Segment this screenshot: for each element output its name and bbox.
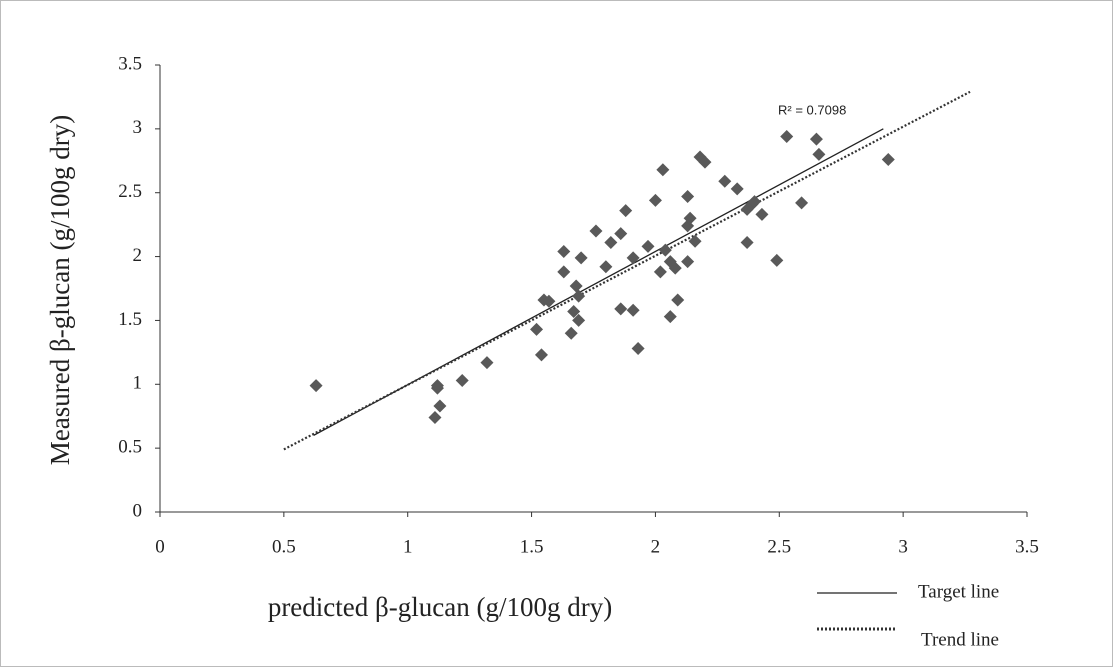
r-squared: R² = 0.7098 [778, 102, 846, 117]
fit-line [283, 90, 971, 451]
y-tick-label: 3 [133, 117, 143, 138]
x-tick-label: 1 [403, 536, 413, 557]
point [599, 260, 613, 274]
point [681, 190, 695, 204]
point [653, 265, 667, 279]
point [534, 348, 548, 362]
point [557, 265, 571, 279]
point [455, 373, 469, 387]
y-tick-label: 2 [133, 245, 143, 266]
x-tick-label: 0 [155, 536, 165, 557]
point [572, 313, 586, 327]
point [812, 147, 826, 161]
point [648, 193, 662, 207]
point [698, 155, 712, 169]
point [809, 132, 823, 146]
y-tick-label: 1.5 [118, 309, 142, 330]
point [433, 399, 447, 413]
y-tick-label: 3.5 [118, 53, 142, 74]
point [748, 195, 762, 209]
y-tick-label: 0.5 [118, 437, 142, 458]
legend-label: Trend line [921, 629, 999, 650]
point [780, 130, 794, 144]
point [480, 356, 494, 370]
point [604, 236, 618, 250]
x-axis-title: predicted β-glucan (g/100g dry) [268, 592, 612, 622]
y-tick-label: 0 [133, 500, 143, 521]
point [671, 293, 685, 307]
x-tick-label: 0.5 [272, 536, 296, 557]
x-tick-label: 2.5 [767, 536, 791, 557]
y-tick-label: 2.5 [118, 181, 142, 202]
point [683, 211, 697, 225]
point [755, 207, 769, 221]
point [663, 310, 677, 324]
point [681, 255, 695, 269]
point [309, 379, 323, 393]
point [656, 163, 670, 177]
point [718, 174, 732, 188]
point [567, 304, 581, 318]
point [881, 153, 895, 167]
point [614, 302, 628, 316]
point [614, 227, 628, 241]
point [641, 239, 655, 253]
point [631, 342, 645, 356]
legend-label: Target line [918, 581, 999, 602]
point [574, 251, 588, 265]
x-tick-label: 3 [898, 536, 908, 557]
point [542, 294, 556, 308]
point [658, 243, 672, 257]
point [589, 224, 603, 238]
point [430, 381, 444, 395]
point [626, 303, 640, 317]
point [619, 204, 633, 218]
point [688, 234, 702, 248]
point [569, 279, 583, 293]
point [626, 251, 640, 265]
x-tick-label: 3.5 [1015, 536, 1039, 557]
point [668, 261, 682, 275]
point [730, 182, 744, 196]
point [530, 322, 544, 336]
point [795, 196, 809, 210]
x-tick-label: 2 [651, 536, 661, 557]
point [740, 236, 754, 250]
point [428, 410, 442, 424]
x-tick-label: 1.5 [520, 536, 544, 557]
y-tick-label: 1 [133, 373, 143, 394]
point [770, 253, 784, 267]
y-axis-title: Measured β-glucan (g/100g dry) [45, 115, 75, 465]
point [572, 289, 586, 303]
point [564, 326, 578, 340]
point [557, 244, 571, 258]
